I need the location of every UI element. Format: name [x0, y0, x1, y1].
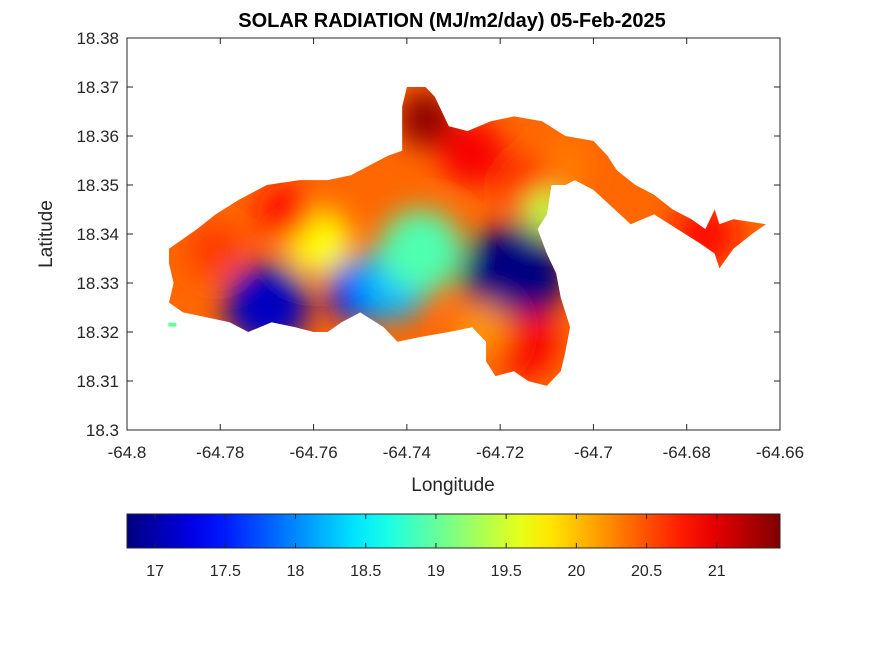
x-tick-label: -64.68	[663, 443, 711, 462]
colorbar-ticks: 17 17.5 18 18.5 19 19.5 20 20.5 21	[146, 514, 726, 580]
colorbar	[126, 513, 781, 549]
x-tick-label: -64.8	[108, 443, 147, 462]
y-tick-label: 18.35	[76, 176, 119, 195]
radiation-hotspot	[378, 209, 463, 294]
y-tick-label: 18.32	[76, 323, 119, 342]
y-axis: 18.3 18.31 18.32 18.33 18.34 18.35 18.36 18.37 1…	[76, 29, 780, 440]
y-tick-label: 18.3	[86, 421, 119, 440]
y-tick-label: 18.34	[76, 225, 119, 244]
colorbar-tick-label: 19	[427, 563, 445, 580]
y-tick-label: 18.31	[76, 372, 119, 391]
x-tick-label: -64.74	[383, 443, 431, 462]
x-axis-label: Longitude	[411, 475, 494, 496]
colorbar-tick-label: 19.5	[491, 563, 522, 580]
y-tick-label: 18.38	[76, 29, 119, 48]
x-tick-label: -64.7	[574, 443, 613, 462]
colorbar-tick-label: 17	[146, 563, 164, 580]
islet	[168, 322, 177, 327]
y-axis-label: Latitude	[36, 200, 57, 268]
y-tick-label: 18.36	[76, 127, 119, 146]
x-tick-label: -64.66	[756, 443, 804, 462]
radiation-hotspot	[187, 223, 244, 280]
radiation-hotspot	[672, 203, 739, 270]
colorbar-tick-label: 17.5	[210, 563, 241, 580]
colorbar-tick-label: 21	[708, 563, 726, 580]
x-tick-label: -64.72	[476, 443, 524, 462]
y-tick-label: 18.33	[76, 274, 119, 293]
radiation-hotspot	[439, 120, 505, 186]
x-tick-label: -64.78	[196, 443, 244, 462]
radiation-hotspot	[542, 139, 589, 187]
islets	[168, 322, 177, 327]
colorbar-tick-label: 20	[567, 563, 585, 580]
radiation-field	[169, 87, 766, 386]
chart-title: SOLAR RADIATION (MJ/m2/day) 05-Feb-2025	[238, 10, 666, 32]
radiation-hotspot	[257, 183, 314, 240]
y-tick-label: 18.37	[76, 78, 119, 97]
radiation-hotspot	[523, 188, 571, 236]
radiation-hotspot	[224, 263, 309, 348]
radiation-hotspot	[453, 301, 510, 358]
radiation-hotspot	[462, 224, 566, 327]
colorbar-tick-label: 18.5	[350, 563, 381, 580]
x-axis: -64.8 -64.78 -64.76 -64.74 -64.72 -64.7 -64.68…	[108, 38, 804, 462]
colorbar-tick-label: 18	[287, 563, 305, 580]
colorbar-tick-label: 20.5	[631, 563, 662, 580]
x-tick-label: -64.76	[289, 443, 337, 462]
